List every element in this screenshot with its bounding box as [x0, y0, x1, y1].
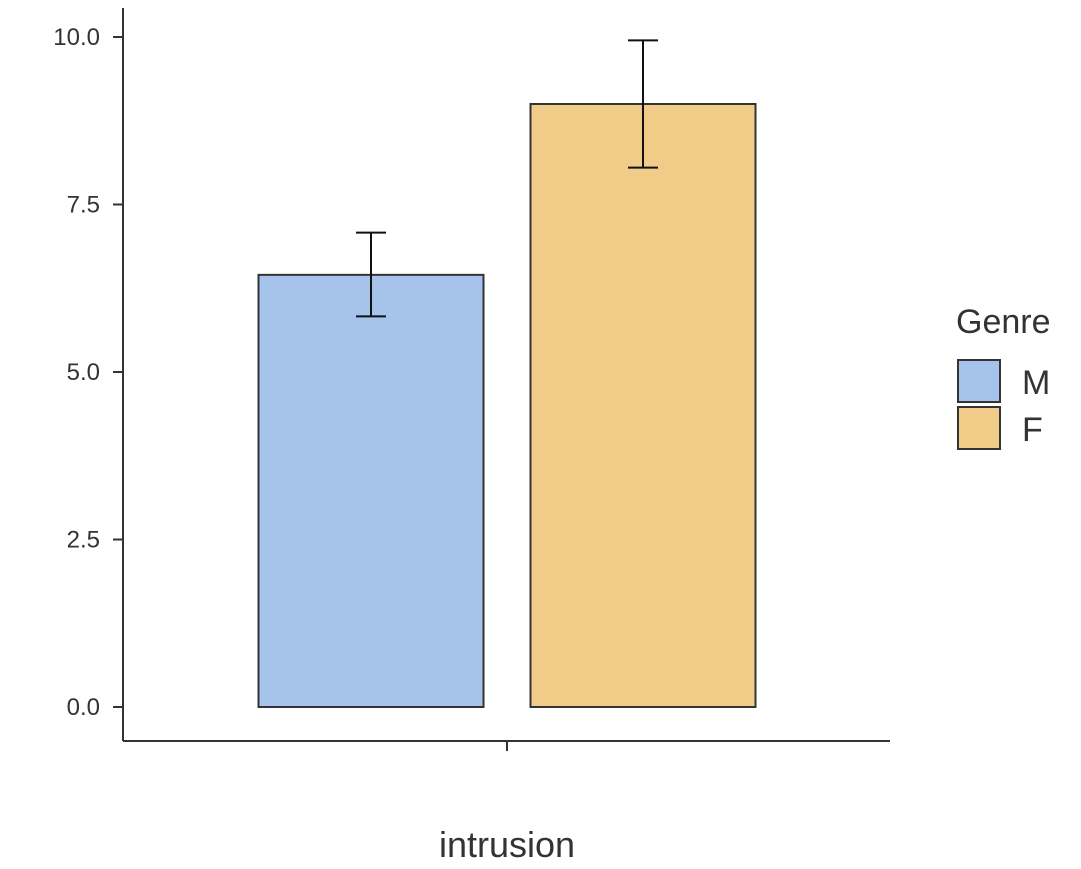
- y-tick-label: 2.5: [67, 527, 100, 554]
- legend-item-F: F: [957, 406, 1043, 450]
- y-tick-label: 7.5: [67, 192, 100, 219]
- legend-swatch: [957, 359, 1001, 403]
- legend-label: M: [1022, 364, 1050, 402]
- error-bar-M: [356, 231, 386, 318]
- legend-swatch: [957, 406, 1001, 450]
- legend-title: Genre: [956, 303, 1051, 341]
- y-tick-label: 10.0: [53, 24, 100, 51]
- y-tick-label: 5.0: [67, 359, 100, 386]
- legend-items: MF: [957, 359, 1050, 450]
- y-ticks-group: 0.0 2.5 5.0 7.5 10.0: [53, 24, 123, 721]
- legend-label: F: [1022, 411, 1043, 449]
- y-tick-label: 0.0: [67, 694, 100, 721]
- legend-item-M: M: [957, 359, 1050, 403]
- x-axis-title: intrusion: [439, 824, 575, 865]
- error-bar-F: [628, 39, 658, 169]
- error-bars-group: [356, 39, 658, 318]
- legend: Genre MF: [956, 303, 1051, 450]
- bar-F: [529, 103, 757, 708]
- bars-group: [257, 103, 757, 708]
- bar-M: [257, 273, 485, 708]
